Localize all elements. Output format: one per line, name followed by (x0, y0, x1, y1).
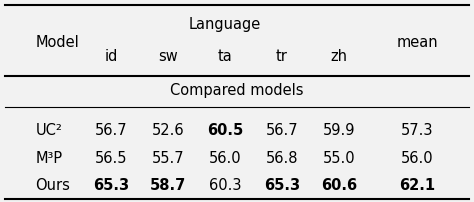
Text: 65.3: 65.3 (264, 177, 300, 192)
Text: 60.6: 60.6 (321, 177, 357, 192)
Text: Language: Language (189, 17, 261, 32)
Text: 52.6: 52.6 (152, 123, 184, 138)
Text: 56.0: 56.0 (401, 150, 433, 165)
Text: 56.5: 56.5 (95, 150, 128, 165)
Text: ta: ta (218, 49, 233, 64)
Text: M³P: M³P (36, 150, 63, 165)
Text: 55.0: 55.0 (323, 150, 355, 165)
Text: mean: mean (396, 35, 438, 50)
Text: 56.7: 56.7 (266, 123, 298, 138)
Text: Compared models: Compared models (170, 82, 304, 97)
Text: UC²: UC² (36, 123, 63, 138)
Text: sw: sw (158, 49, 178, 64)
Text: 57.3: 57.3 (401, 123, 433, 138)
Text: 55.7: 55.7 (152, 150, 184, 165)
Text: 56.8: 56.8 (266, 150, 298, 165)
Text: 59.9: 59.9 (323, 123, 355, 138)
Text: Model: Model (36, 35, 79, 50)
Text: 65.3: 65.3 (93, 177, 129, 192)
Text: 56.0: 56.0 (209, 150, 241, 165)
Text: 58.7: 58.7 (150, 177, 186, 192)
Text: id: id (105, 49, 118, 64)
Text: tr: tr (276, 49, 288, 64)
Text: zh: zh (330, 49, 347, 64)
Text: 60.3: 60.3 (209, 177, 241, 192)
Text: 60.5: 60.5 (207, 123, 243, 138)
Text: Ours: Ours (36, 177, 71, 192)
Text: 62.1: 62.1 (399, 177, 435, 192)
Text: 56.7: 56.7 (95, 123, 128, 138)
